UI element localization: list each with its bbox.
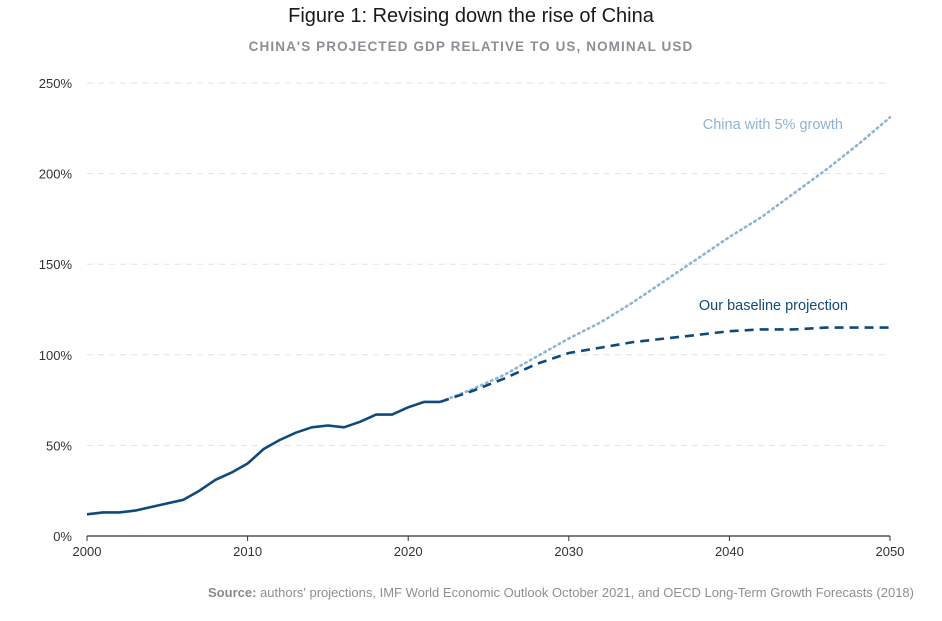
- source-text: authors' projections, IMF World Economic…: [256, 585, 914, 600]
- series-lines: [86, 116, 892, 516]
- y-tick-label: 100%: [39, 348, 73, 363]
- x-axis: 2000 2010 2020 2030 2040 2050: [73, 535, 905, 559]
- x-tick-label: 2000: [73, 544, 102, 559]
- x-tick-label: 2020: [394, 544, 423, 559]
- x-tick-label: 2010: [233, 544, 262, 559]
- series-labels: China with 5% growth Our baseline project…: [699, 117, 848, 314]
- y-tick-label: 200%: [39, 167, 73, 182]
- y-tick-label: 150%: [39, 257, 73, 272]
- series-line-solid: [86, 400, 441, 516]
- chart-subtitle: CHINA'S PROJECTED GDP RELATIVE TO US, NO…: [248, 39, 694, 54]
- y-tick-label: 0%: [53, 529, 72, 544]
- x-tick-label: 2050: [876, 544, 905, 559]
- source-note: Source: authors' projections, IMF World …: [208, 585, 914, 600]
- series-line-dashed: [439, 326, 890, 404]
- series-label-baseline: Our baseline projection: [699, 298, 848, 314]
- y-tick-label: 250%: [39, 76, 73, 91]
- chart-title: Figure 1: Revising down the rise of Chin…: [288, 5, 654, 27]
- x-tick-label: 2040: [715, 544, 744, 559]
- gridlines: [87, 82, 890, 446]
- series-line-dotted: [439, 116, 892, 404]
- y-axis: 0% 50% 100% 150% 200% 250%: [39, 76, 73, 544]
- series-label-five-percent: China with 5% growth: [703, 117, 843, 133]
- y-tick-label: 50%: [46, 438, 72, 453]
- source-label: Source:: [208, 585, 257, 600]
- x-tick-label: 2030: [554, 544, 583, 559]
